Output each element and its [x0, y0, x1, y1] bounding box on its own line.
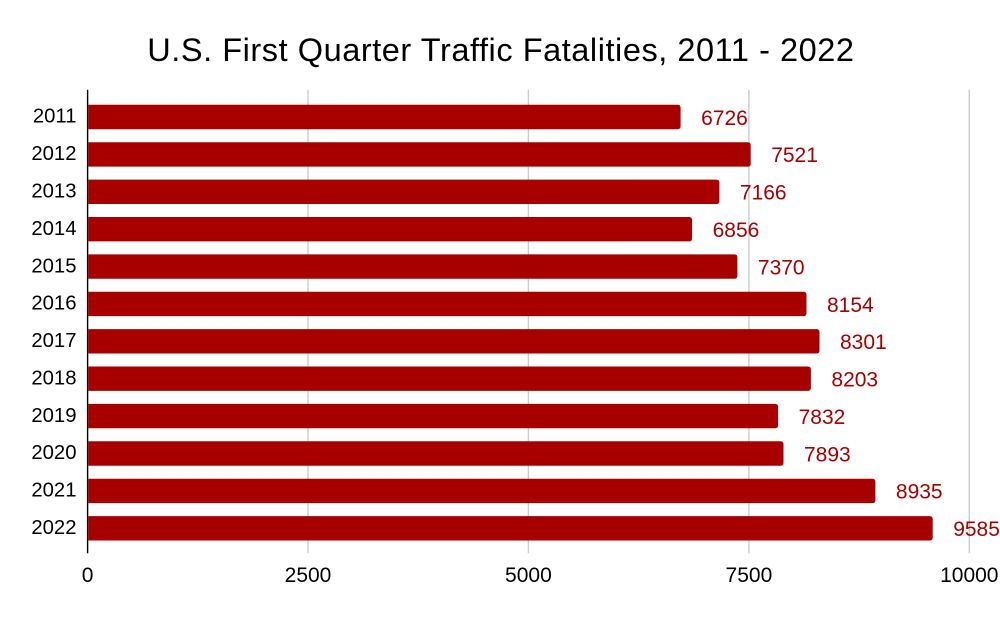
svg-text:8935: 8935	[896, 481, 943, 504]
svg-text:2016: 2016	[31, 293, 76, 315]
svg-text:0: 0	[82, 564, 94, 587]
svg-text:2014: 2014	[31, 218, 76, 240]
svg-text:7893: 7893	[804, 443, 851, 466]
svg-text:10000: 10000	[940, 564, 998, 587]
svg-text:6856: 6856	[713, 219, 760, 242]
svg-text:7521: 7521	[771, 144, 818, 167]
svg-text:2017: 2017	[31, 330, 76, 352]
svg-text:7370: 7370	[758, 256, 805, 279]
svg-text:9585: 9585	[953, 518, 1000, 541]
svg-text:8301: 8301	[840, 331, 887, 354]
svg-text:2020: 2020	[31, 442, 76, 464]
svg-text:2018: 2018	[31, 367, 76, 389]
svg-text:8154: 8154	[827, 294, 874, 317]
svg-text:7832: 7832	[799, 406, 846, 429]
svg-text:2013: 2013	[31, 181, 76, 203]
svg-text:2500: 2500	[285, 564, 332, 587]
svg-text:U.S. First Quarter Traffic Fat: U.S. First Quarter Traffic Fatalities, 2…	[147, 32, 854, 68]
svg-text:2021: 2021	[31, 480, 76, 502]
svg-text:2022: 2022	[31, 517, 76, 539]
svg-text:7500: 7500	[726, 564, 773, 587]
svg-text:2015: 2015	[31, 255, 76, 277]
svg-text:6726: 6726	[701, 107, 748, 130]
svg-text:7166: 7166	[740, 182, 787, 205]
svg-text:8203: 8203	[831, 369, 878, 392]
svg-text:5000: 5000	[505, 564, 552, 587]
svg-text:2012: 2012	[31, 143, 76, 165]
svg-text:2011: 2011	[33, 106, 77, 128]
svg-text:2019: 2019	[31, 405, 76, 427]
